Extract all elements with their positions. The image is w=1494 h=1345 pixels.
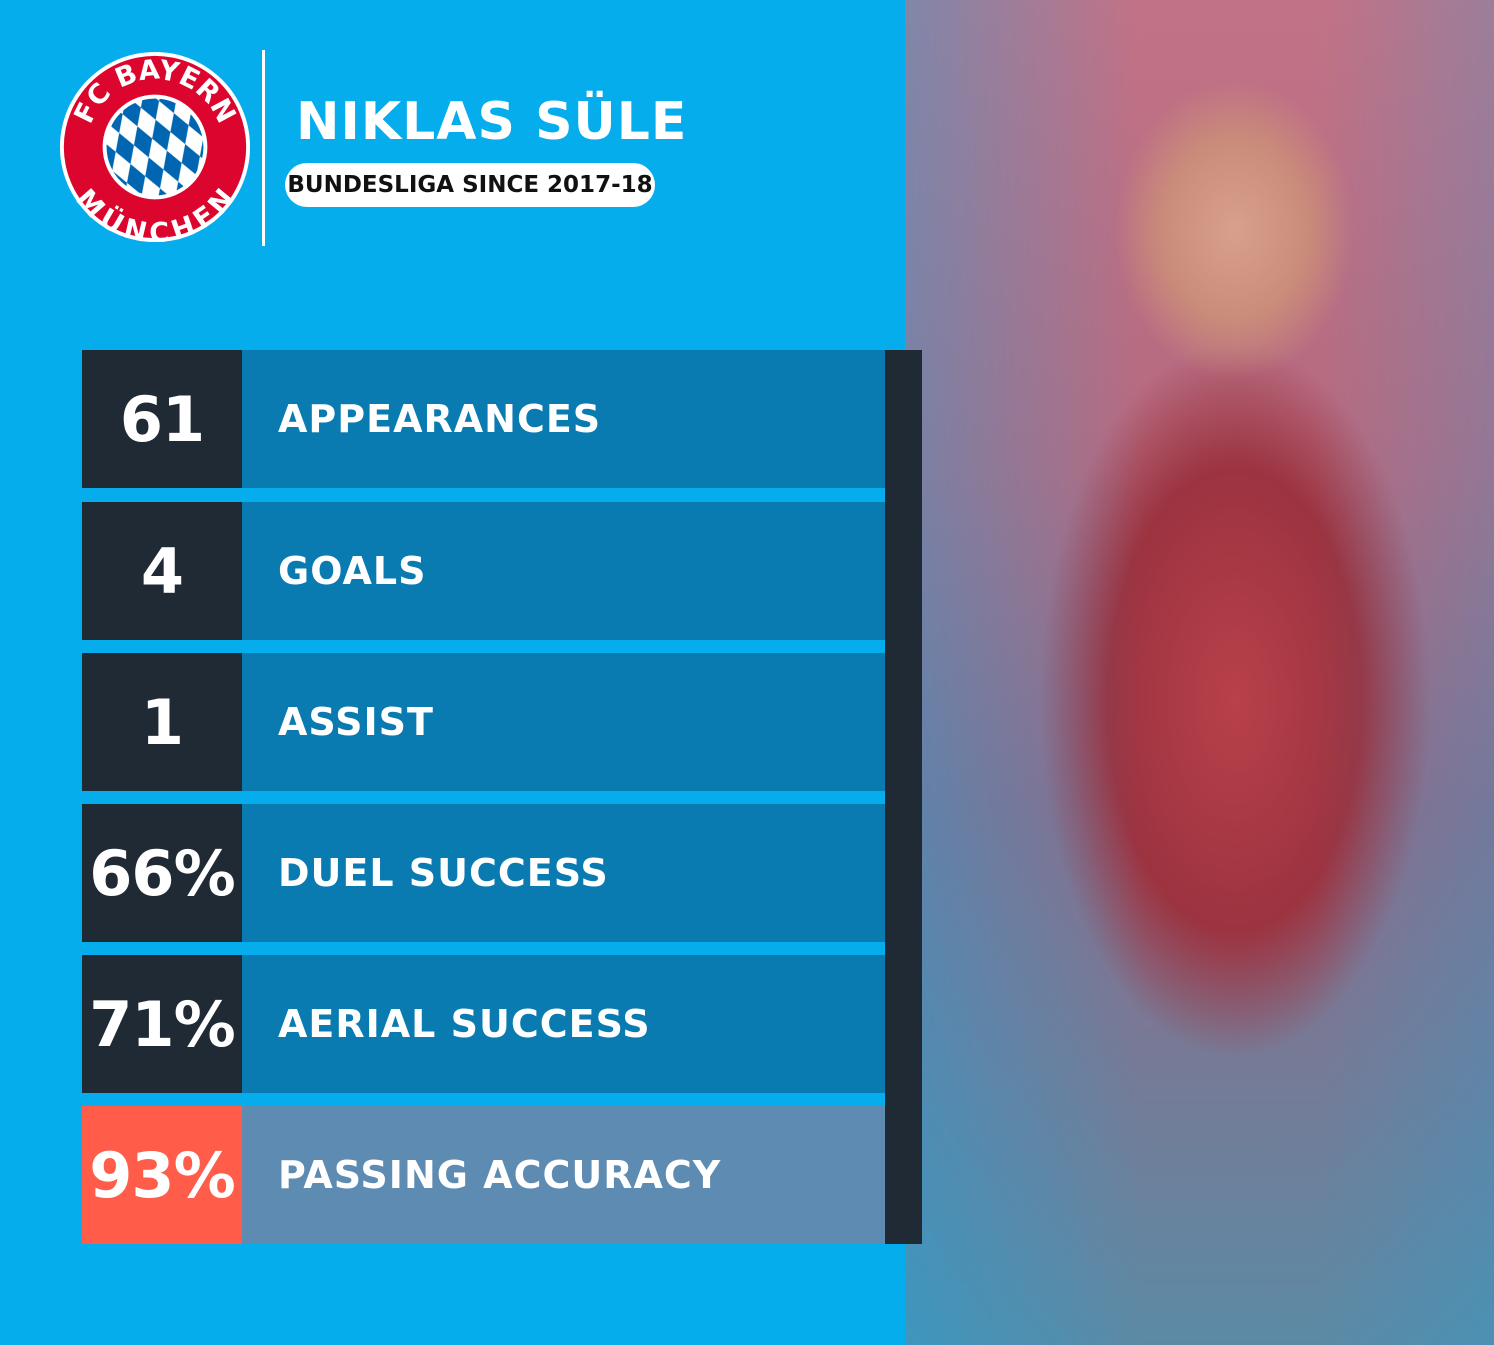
stat-label: GOALS <box>242 502 885 640</box>
stats-side-bar <box>885 350 922 1244</box>
fc-bayern-logo: FC BAYERN MÜNCHEN <box>59 51 251 244</box>
stat-value: 93% <box>82 1106 242 1244</box>
player-name: NIKLAS SÜLE <box>296 92 688 152</box>
stat-label: APPEARANCES <box>242 350 885 488</box>
stat-row-appearances: 61 APPEARANCES <box>82 350 885 488</box>
stat-label: PASSING ACCURACY <box>242 1106 885 1244</box>
subtitle-badge: BUNDESLIGA SINCE 2017-18 <box>285 163 655 207</box>
stat-label: DUEL SUCCESS <box>242 804 885 942</box>
stat-label: ASSIST <box>242 653 885 791</box>
stat-value: 66% <box>82 804 242 942</box>
header-divider <box>262 50 265 246</box>
stat-row-aerial-success: 71% AERIAL SUCCESS <box>82 955 885 1093</box>
stat-value: 1 <box>82 653 242 791</box>
stat-label: AERIAL SUCCESS <box>242 955 885 1093</box>
stat-value: 61 <box>82 350 242 488</box>
player-photo <box>905 0 1494 1345</box>
stat-row-assist: 1 ASSIST <box>82 653 885 791</box>
stat-row-duel-success: 66% DUEL SUCCESS <box>82 804 885 942</box>
stat-value: 71% <box>82 955 242 1093</box>
stat-row-passing-accuracy: 93% PASSING ACCURACY <box>82 1106 885 1244</box>
stat-value: 4 <box>82 502 242 640</box>
stat-row-goals: 4 GOALS <box>82 502 885 640</box>
